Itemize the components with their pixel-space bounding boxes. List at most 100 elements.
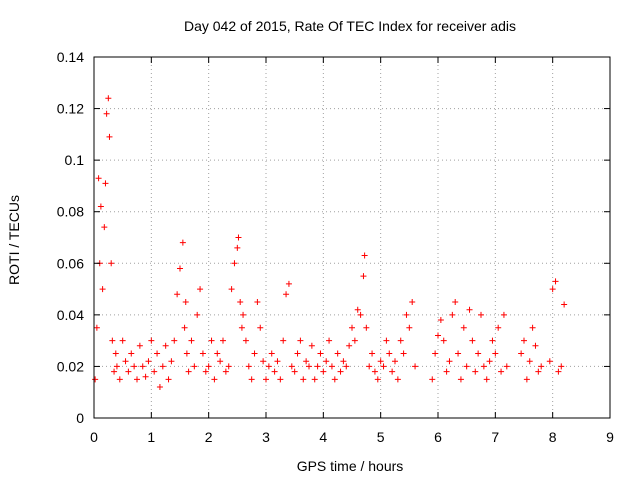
data-point xyxy=(466,306,473,313)
data-point xyxy=(369,350,376,357)
data-point xyxy=(437,317,444,324)
data-point xyxy=(165,376,172,383)
y-tick-label: 0.04 xyxy=(57,307,84,323)
x-tick-label: 3 xyxy=(262,429,270,445)
data-point xyxy=(277,376,284,383)
data-point xyxy=(154,350,161,357)
data-point xyxy=(469,337,476,344)
y-tick-label: 0.1 xyxy=(65,152,85,168)
data-point xyxy=(380,363,387,370)
data-point xyxy=(374,376,381,383)
data-point xyxy=(460,324,467,331)
data-point xyxy=(443,368,450,375)
data-point xyxy=(291,368,298,375)
data-point xyxy=(340,358,347,365)
data-point xyxy=(354,306,361,313)
data-point xyxy=(383,337,390,344)
x-tick-label: 4 xyxy=(319,429,327,445)
data-point xyxy=(535,368,542,375)
grid-lines xyxy=(94,57,610,418)
data-point xyxy=(294,350,301,357)
data-point xyxy=(177,265,183,272)
data-point xyxy=(108,260,115,267)
data-point xyxy=(103,110,110,117)
data-point xyxy=(283,291,290,298)
data-point xyxy=(334,350,341,357)
data-point xyxy=(162,342,169,349)
data-point xyxy=(498,368,505,375)
data-point xyxy=(555,368,562,375)
x-tick-label: 2 xyxy=(205,429,213,445)
x-tick-label: 0 xyxy=(90,429,98,445)
data-point xyxy=(377,358,384,365)
data-point xyxy=(156,384,163,391)
data-point xyxy=(188,337,195,344)
data-point xyxy=(323,358,330,365)
data-point xyxy=(194,311,201,318)
data-point xyxy=(220,337,226,344)
x-axis-label: GPS time / hours xyxy=(297,458,404,474)
data-point xyxy=(119,337,126,344)
data-point xyxy=(222,368,229,375)
data-point xyxy=(343,363,350,370)
data-point xyxy=(503,363,510,370)
data-point xyxy=(106,133,113,140)
data-point xyxy=(159,363,166,370)
y-tick-labels: 0 0.02 0.04 0.06 0.08 0.1 0.12 0.14 xyxy=(57,49,84,426)
x-tick-label: 9 xyxy=(606,429,614,445)
data-point xyxy=(280,337,287,344)
data-point xyxy=(397,337,404,344)
data-point xyxy=(191,363,198,370)
data-point xyxy=(495,324,502,331)
data-point xyxy=(303,358,310,365)
data-point xyxy=(122,358,129,365)
data-point xyxy=(489,337,496,344)
y-tick-label: 0.08 xyxy=(57,204,84,220)
data-point xyxy=(254,298,261,305)
data-point xyxy=(251,350,258,357)
y-axis-label: ROTI / TECUs xyxy=(6,195,22,285)
data-point xyxy=(234,244,241,251)
x-tick-label: 6 xyxy=(434,429,442,445)
data-point xyxy=(148,337,155,344)
data-point xyxy=(288,363,295,370)
data-point xyxy=(134,376,140,383)
y-tick-label: 0.06 xyxy=(57,255,84,271)
data-point xyxy=(263,376,269,383)
data-point xyxy=(308,342,315,349)
data-point xyxy=(297,337,304,344)
axis-ticks xyxy=(93,56,611,419)
data-points xyxy=(92,95,568,391)
data-point xyxy=(558,363,565,370)
data-point xyxy=(552,278,559,285)
data-point xyxy=(317,350,324,357)
data-point xyxy=(486,358,493,365)
data-point xyxy=(403,311,410,318)
data-point xyxy=(271,368,278,375)
data-point xyxy=(182,298,189,305)
x-tick-label: 5 xyxy=(377,429,385,445)
data-point xyxy=(400,350,407,357)
chart-title: Day 042 of 2015, Rate Of TEC Index for r… xyxy=(184,18,516,34)
data-point xyxy=(392,358,398,365)
data-point xyxy=(97,203,104,210)
data-point xyxy=(240,311,247,318)
data-point xyxy=(328,363,335,370)
plot-frame xyxy=(93,56,611,419)
data-point xyxy=(357,311,364,318)
data-point xyxy=(214,350,221,357)
data-point xyxy=(435,332,441,339)
data-point xyxy=(197,286,204,293)
data-point xyxy=(483,376,490,383)
data-point xyxy=(371,368,378,375)
data-point xyxy=(211,376,218,383)
data-point xyxy=(386,350,393,357)
data-point xyxy=(472,368,479,375)
data-point xyxy=(99,286,106,293)
data-point xyxy=(274,358,281,365)
data-point xyxy=(225,363,232,370)
data-point xyxy=(101,224,108,231)
data-point xyxy=(242,337,249,344)
data-point xyxy=(366,363,373,370)
